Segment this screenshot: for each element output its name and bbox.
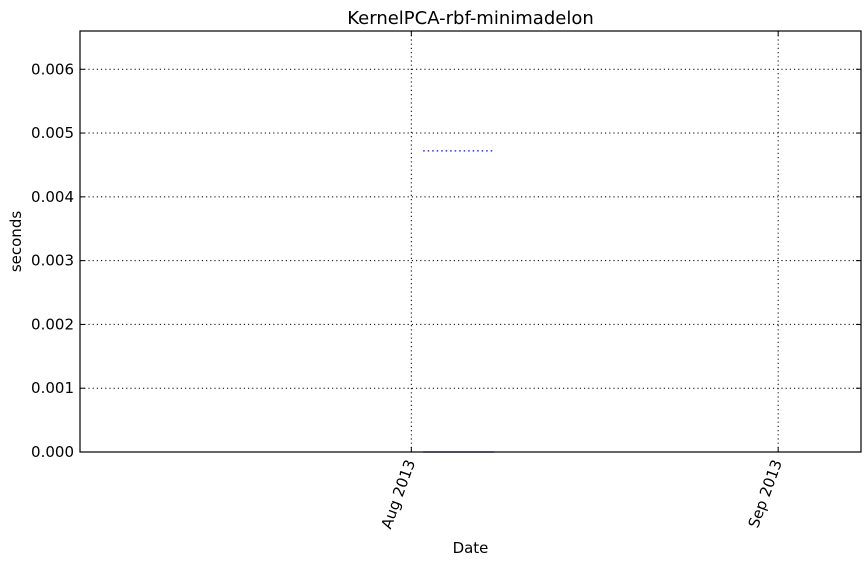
x-axis-label: Date — [453, 539, 489, 557]
y-axis-label: seconds — [7, 211, 25, 272]
grid — [80, 31, 861, 453]
chart-title: KernelPCA-rbf-minimadelon — [347, 8, 594, 29]
y-tick-label: 0.000 — [31, 443, 74, 461]
y-tick-label: 0.006 — [31, 60, 74, 78]
y-tick-label: 0.001 — [31, 379, 74, 397]
y-tick-label: 0.003 — [31, 252, 74, 270]
y-tick-label: 0.004 — [31, 188, 74, 206]
plot-frame — [79, 30, 862, 453]
y-tick-label: 0.002 — [31, 315, 74, 333]
y-tick-label: 0.005 — [31, 124, 74, 142]
